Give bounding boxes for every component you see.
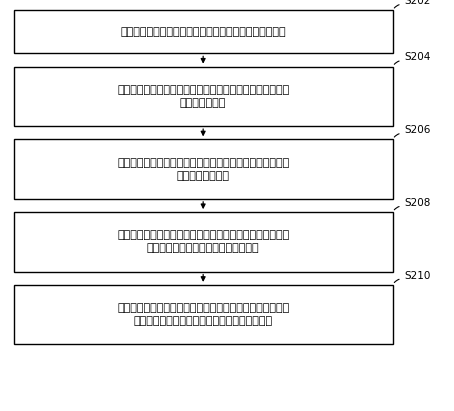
Bar: [14, 67, 393, 126]
Text: 在平面确定重心点: 在平面确定重心点: [177, 171, 230, 181]
Text: S204: S204: [404, 53, 430, 62]
Bar: [14, 212, 393, 272]
Text: 根据单帧点云多边形的特征，在预先构建了重心点的高精度: 根据单帧点云多边形的特征，在预先构建了重心点的高精度: [117, 303, 289, 313]
Bar: [14, 285, 393, 344]
Text: 根据目标场景中标识物的外部特征，提取单帧实时点云数据: 根据目标场景中标识物的外部特征，提取单帧实时点云数据: [117, 85, 289, 95]
Text: S208: S208: [404, 198, 430, 208]
Text: 随机采集预设数量的重心点，以重心点确定多边形边长与对: 随机采集预设数量的重心点，以重心点确定多边形边长与对: [117, 230, 289, 240]
Text: S206: S206: [404, 125, 430, 135]
Bar: [14, 139, 393, 199]
Text: 将标识物点云归一化到同一平面，并根据标识物点云的坐标: 将标识物点云归一化到同一平面，并根据标识物点云的坐标: [117, 157, 289, 168]
Text: 地图中确定单帧点云多边形各顶点的匹配特征点: 地图中确定单帧点云多边形各顶点的匹配特征点: [133, 316, 273, 326]
Bar: [14, 10, 393, 53]
Text: S202: S202: [404, 0, 430, 6]
Text: 获取设备在行驶过程中激光雷达采集的单帧实时点云数据: 获取设备在行驶过程中激光雷达采集的单帧实时点云数据: [120, 27, 286, 37]
Text: 中的标识物点云: 中的标识物点云: [180, 98, 227, 108]
Text: S210: S210: [404, 271, 430, 281]
Text: 角线长度，构造单帧点云多边形的特征: 角线长度，构造单帧点云多边形的特征: [147, 243, 260, 254]
